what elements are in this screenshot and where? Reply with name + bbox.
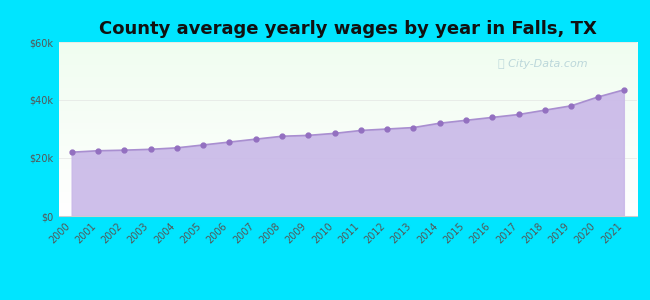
Title: County average yearly wages by year in Falls, TX: County average yearly wages by year in F… — [99, 20, 597, 38]
Text: ⓘ City-Data.com: ⓘ City-Data.com — [498, 59, 588, 69]
